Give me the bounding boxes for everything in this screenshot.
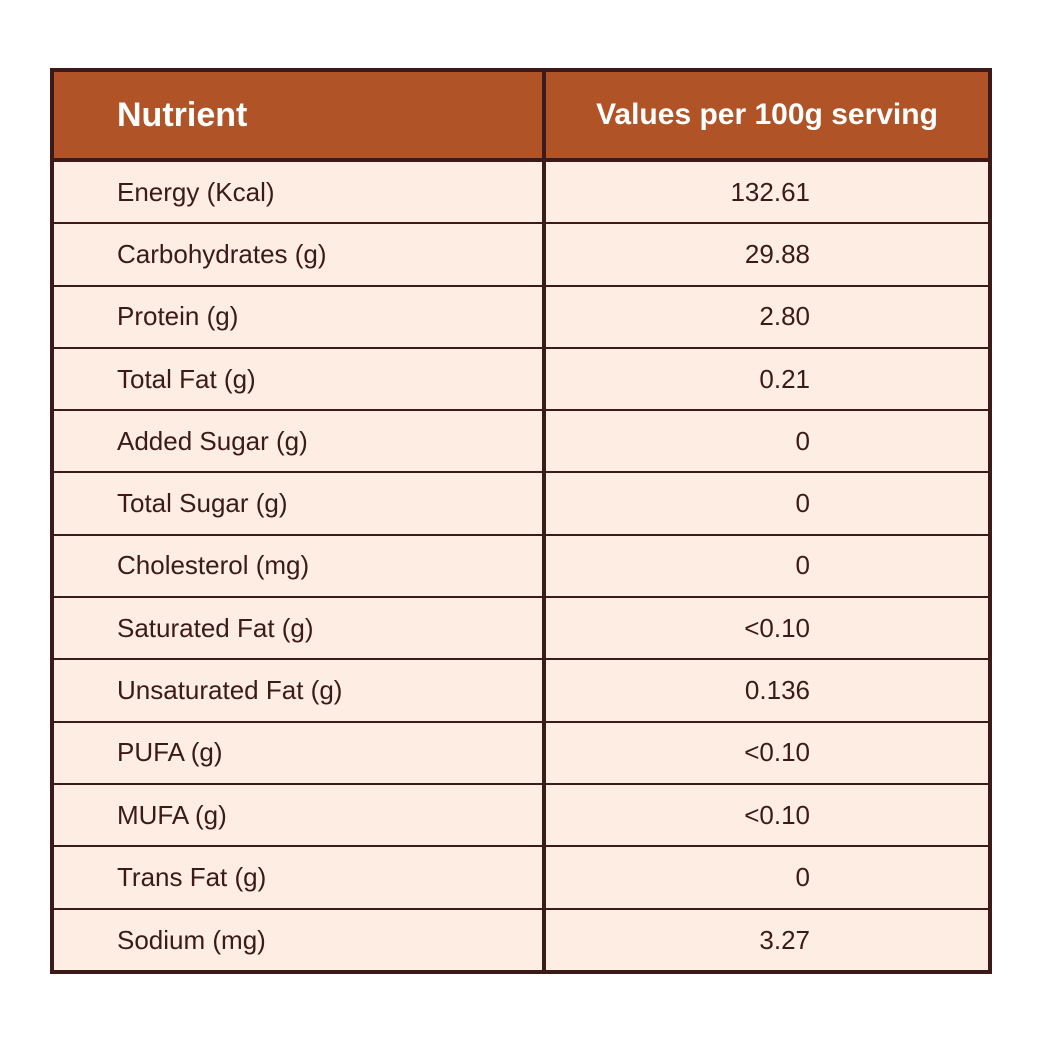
nutrient-value: 132.61 xyxy=(730,176,810,207)
nutrient-value: 0 xyxy=(795,488,810,519)
table-body: Energy (Kcal) 132.61 Carbohydrates (g) 2… xyxy=(54,162,988,972)
nutrient-name: Total Sugar (g) xyxy=(117,488,288,519)
column-divider xyxy=(542,72,546,970)
table-row: Total Fat (g) 0.21 xyxy=(54,349,988,412)
nutrient-value: <0.10 xyxy=(744,612,810,643)
nutrient-name: Saturated Fat (g) xyxy=(117,612,314,643)
table-row: Saturated Fat (g) <0.10 xyxy=(54,598,988,661)
nutrition-table: Nutrient Values per 100g serving Energy … xyxy=(50,68,992,974)
table-row: PUFA (g) <0.10 xyxy=(54,723,988,785)
nutrient-value: 29.88 xyxy=(744,238,810,269)
nutrient-value: 2.80 xyxy=(759,301,810,332)
nutrient-name: PUFA (g) xyxy=(117,737,223,768)
table-row: Trans Fat (g) 0 xyxy=(54,847,988,910)
table-header: Nutrient Values per 100g serving xyxy=(54,72,988,162)
nutrient-name: Total Fat (g) xyxy=(117,363,256,394)
table-row: MUFA (g) <0.10 xyxy=(54,785,988,848)
nutrient-name: Carbohydrates (g) xyxy=(117,238,327,269)
nutrient-name: Added Sugar (g) xyxy=(117,425,308,456)
nutrient-name: MUFA (g) xyxy=(117,799,227,830)
table-row: Added Sugar (g) 0 xyxy=(54,411,988,474)
table-row: Carbohydrates (g) 29.88 xyxy=(54,224,988,287)
nutrient-name: Cholesterol (mg) xyxy=(117,550,310,581)
nutrient-value: <0.10 xyxy=(744,737,810,768)
nutrient-name: Sodium (mg) xyxy=(117,925,266,956)
nutrient-name: Trans Fat (g) xyxy=(117,861,267,892)
table-row: Unsaturated Fat (g) 0.136 xyxy=(54,660,988,723)
table-row: Total Sugar (g) 0 xyxy=(54,473,988,536)
nutrient-value: 3.27 xyxy=(759,925,810,956)
nutrient-value: 0 xyxy=(795,861,810,892)
table-row: Protein (g) 2.80 xyxy=(54,287,988,349)
header-nutrient: Nutrient xyxy=(117,96,248,134)
table-row: Cholesterol (mg) 0 xyxy=(54,536,988,599)
nutrient-name: Unsaturated Fat (g) xyxy=(117,675,343,706)
header-values: Values per 100g serving xyxy=(596,98,938,131)
nutrient-value: <0.10 xyxy=(744,799,810,830)
nutrient-value: 0 xyxy=(795,550,810,581)
nutrient-value: 0.21 xyxy=(759,363,810,394)
table-row: Energy (Kcal) 132.61 xyxy=(54,162,988,225)
nutrient-name: Protein (g) xyxy=(117,301,239,332)
nutrient-name: Energy (Kcal) xyxy=(117,176,275,207)
nutrient-value: 0 xyxy=(795,425,810,456)
nutrient-value: 0.136 xyxy=(744,675,810,706)
table-row: Sodium (mg) 3.27 xyxy=(54,910,988,972)
